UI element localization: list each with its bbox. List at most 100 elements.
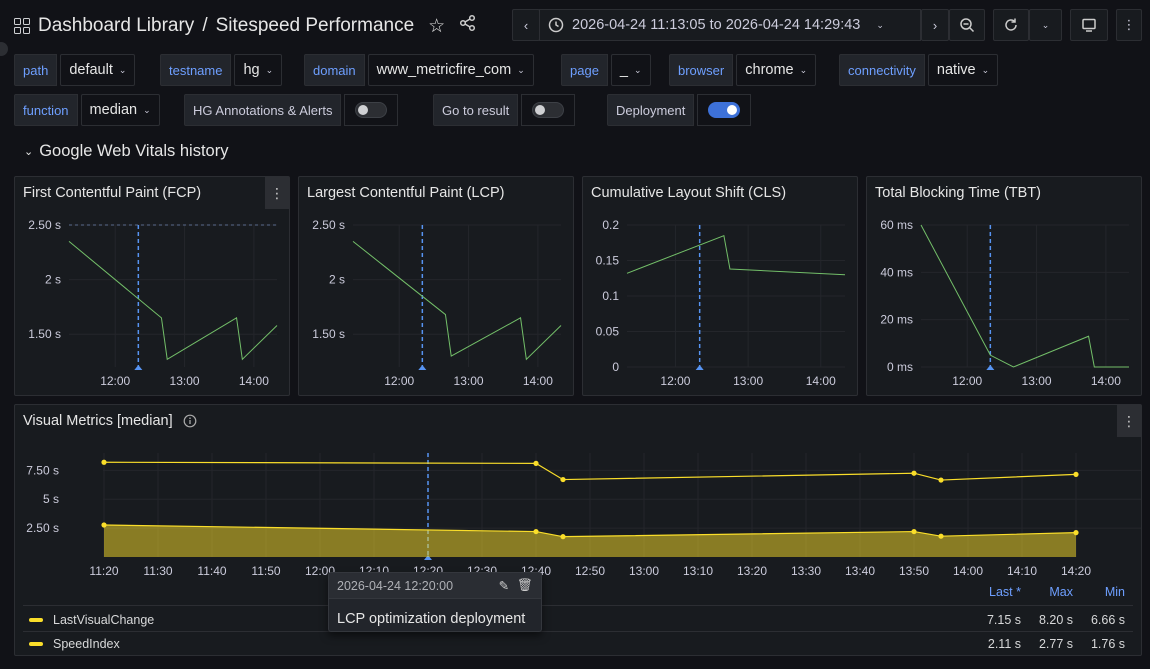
edit-icon[interactable]: ✎ bbox=[498, 579, 510, 593]
time-range-text: 2026-04-24 11:13:05 to 2026-04-24 14:29:… bbox=[572, 17, 861, 33]
variable-value: chrome bbox=[745, 62, 794, 78]
legend-max: 8.20 s bbox=[1038, 613, 1073, 627]
y-tick-label: 2.50 s bbox=[26, 521, 59, 535]
variable-value: default bbox=[69, 62, 113, 78]
series-line-SpeedIndex bbox=[103, 524, 1077, 538]
series-line-LastVisualChange bbox=[103, 461, 1077, 481]
variable-label-connectivity: connectivity bbox=[839, 54, 925, 86]
x-tick-label: 12:00 bbox=[100, 374, 130, 388]
data-point bbox=[560, 476, 566, 483]
legend-min: 1.76 s bbox=[1090, 637, 1125, 651]
refresh-icon bbox=[1005, 18, 1017, 31]
legend-col-max[interactable]: Max bbox=[1049, 585, 1073, 599]
y-tick-label: 1.50 s bbox=[28, 327, 61, 341]
legend-row[interactable]: LastVisualChange 7.15 s 8.20 s 6.66 s bbox=[29, 609, 1125, 631]
x-tick-label: 14:20 bbox=[1061, 564, 1091, 578]
kebab-icon: ⋮ bbox=[270, 184, 284, 201]
refresh-interval-dropdown[interactable]: ⌄ bbox=[1029, 9, 1062, 41]
variable-label-page: page bbox=[561, 54, 608, 86]
panel-lcp[interactable]: Largest Contentful Paint (LCP) 1.50 s 2 s… bbox=[298, 176, 574, 396]
variable-select-function[interactable]: median ⌄ bbox=[80, 94, 160, 126]
y-tick-label: 2 s bbox=[329, 273, 345, 287]
x-tick-label: 13:00 bbox=[454, 374, 484, 388]
legend-divider bbox=[23, 631, 1133, 632]
legend-row[interactable]: SpeedIndex 2.11 s 2.77 s 1.76 s bbox=[29, 633, 1125, 655]
y-tick-label: 2.50 s bbox=[312, 218, 345, 232]
variable-select-path[interactable]: default ⌄ bbox=[60, 54, 136, 86]
series-line bbox=[352, 240, 562, 361]
legend-series-name: LastVisualChange bbox=[53, 613, 155, 627]
info-icon[interactable] bbox=[183, 414, 197, 428]
variable-select-page[interactable]: _ ⌄ bbox=[610, 54, 651, 86]
legend-last: 2.11 s bbox=[987, 637, 1021, 651]
variable-select-connectivity[interactable]: native ⌄ bbox=[927, 54, 999, 86]
visual-metrics-chart: 2.50 s 5 s 7.50 s 11:20 11:30 11:40 11:50 12:00… bbox=[26, 453, 1141, 578]
legend-max: 2.77 s bbox=[1038, 637, 1073, 651]
tv-mode-button[interactable] bbox=[1070, 9, 1108, 41]
chevron-down-icon: ⌄ bbox=[634, 64, 642, 75]
legend-series-name: SpeedIndex bbox=[53, 637, 120, 651]
breadcrumb-root[interactable]: Dashboard Library bbox=[38, 15, 195, 36]
legend-header: Last * Max Min bbox=[969, 585, 1125, 599]
monitor-icon bbox=[1082, 18, 1096, 32]
deployment-toggle[interactable] bbox=[708, 102, 741, 118]
refresh-button[interactable] bbox=[993, 9, 1029, 41]
time-back-button[interactable]: ‹ bbox=[512, 9, 540, 41]
y-tick-label: 2.50 s bbox=[28, 218, 61, 232]
y-tick-label: 0.15 bbox=[596, 254, 620, 268]
data-point bbox=[560, 534, 566, 540]
data-point bbox=[101, 459, 107, 465]
series-color-swatch bbox=[29, 618, 43, 622]
panel-tbt[interactable]: Total Blocking Time (TBT) 0 ms 20 ms 40 ms… bbox=[866, 176, 1142, 396]
variable-value: native bbox=[936, 62, 976, 78]
y-tick-label: 0.1 bbox=[602, 289, 619, 303]
series-line bbox=[68, 240, 278, 361]
y-tick-label: 5 s bbox=[43, 492, 59, 506]
panel-cls[interactable]: Cumulative Layout Shift (CLS) 0 0.05 0.1 0.… bbox=[582, 176, 858, 396]
legend-col-last[interactable]: Last * bbox=[989, 585, 1021, 599]
panel-title: Largest Contentful Paint (LCP) bbox=[307, 185, 505, 201]
x-tick-label: 14:00 bbox=[1091, 374, 1121, 388]
annotation-marker bbox=[424, 555, 432, 560]
panel-menu-button[interactable]: ⋮ bbox=[265, 177, 289, 209]
x-tick-label: 13:00 bbox=[733, 374, 763, 388]
star-icon[interactable]: ☆ bbox=[428, 15, 446, 37]
kebab-icon: ⋮ bbox=[1122, 17, 1136, 32]
x-tick-label: 13:40 bbox=[845, 564, 875, 578]
annotation-tooltip: 2026-04-24 12:20:00 ✎ 🗑 LCP optimization… bbox=[328, 572, 542, 632]
y-tick-label: 2 s bbox=[45, 273, 61, 287]
y-tick-label: 0 bbox=[612, 360, 619, 374]
y-tick-label: 1.50 s bbox=[312, 327, 345, 341]
legend-divider bbox=[23, 605, 1133, 606]
zoom-out-button[interactable] bbox=[949, 9, 985, 41]
y-tick-label: 20 ms bbox=[880, 313, 913, 327]
hg-annotations-toggle[interactable] bbox=[355, 102, 388, 118]
time-range-picker[interactable]: 2026-04-24 11:13:05 to 2026-04-24 14:29:… bbox=[539, 9, 921, 41]
legend-col-min[interactable]: Min bbox=[1104, 585, 1125, 599]
time-forward-button[interactable]: › bbox=[921, 9, 949, 41]
variable-select-browser[interactable]: chrome ⌄ bbox=[736, 54, 817, 86]
kebab-icon: ⋮ bbox=[1122, 412, 1136, 429]
variable-select-domain[interactable]: www_metricfire_com ⌄ bbox=[367, 54, 534, 86]
trash-icon[interactable]: 🗑 bbox=[517, 578, 533, 592]
panel-visual-metrics[interactable]: Visual Metrics [median] ⋮ 2.50 s 5 s 7.50 … bbox=[14, 404, 1142, 656]
left-edge-indicator bbox=[0, 42, 8, 56]
share-icon[interactable] bbox=[459, 14, 477, 38]
panel-menu-button[interactable]: ⋮ bbox=[1117, 405, 1141, 437]
chevron-down-icon: ⌄ bbox=[517, 64, 525, 75]
y-tick-label: 60 ms bbox=[880, 218, 913, 232]
x-tick-label: 11:30 bbox=[143, 564, 172, 578]
panel-fcp[interactable]: First Contentful Paint (FCP) ⋮ 1.50 s 2 s… bbox=[14, 176, 290, 396]
lcp-chart: 1.50 s 2 s 2.50 s 12:00 13:00 14:00 bbox=[312, 218, 562, 388]
x-tick-label: 12:00 bbox=[384, 374, 414, 388]
panel-title: Total Blocking Time (TBT) bbox=[875, 185, 1041, 201]
annotation-time: 2026-04-24 12:20:00 bbox=[337, 578, 454, 593]
zoom-out-icon bbox=[960, 18, 975, 33]
x-tick-label: 14:10 bbox=[1007, 564, 1037, 578]
variable-select-testname[interactable]: hg ⌄ bbox=[234, 54, 283, 86]
more-options-button[interactable]: ⋮ bbox=[1116, 9, 1142, 41]
annotation-marker bbox=[695, 365, 704, 370]
go-to-result-toggle[interactable] bbox=[532, 102, 565, 118]
chevron-down-icon: ⌄ bbox=[265, 64, 274, 75]
row-header-web-vitals[interactable]: ⌄ Google Web Vitals history bbox=[24, 142, 228, 161]
